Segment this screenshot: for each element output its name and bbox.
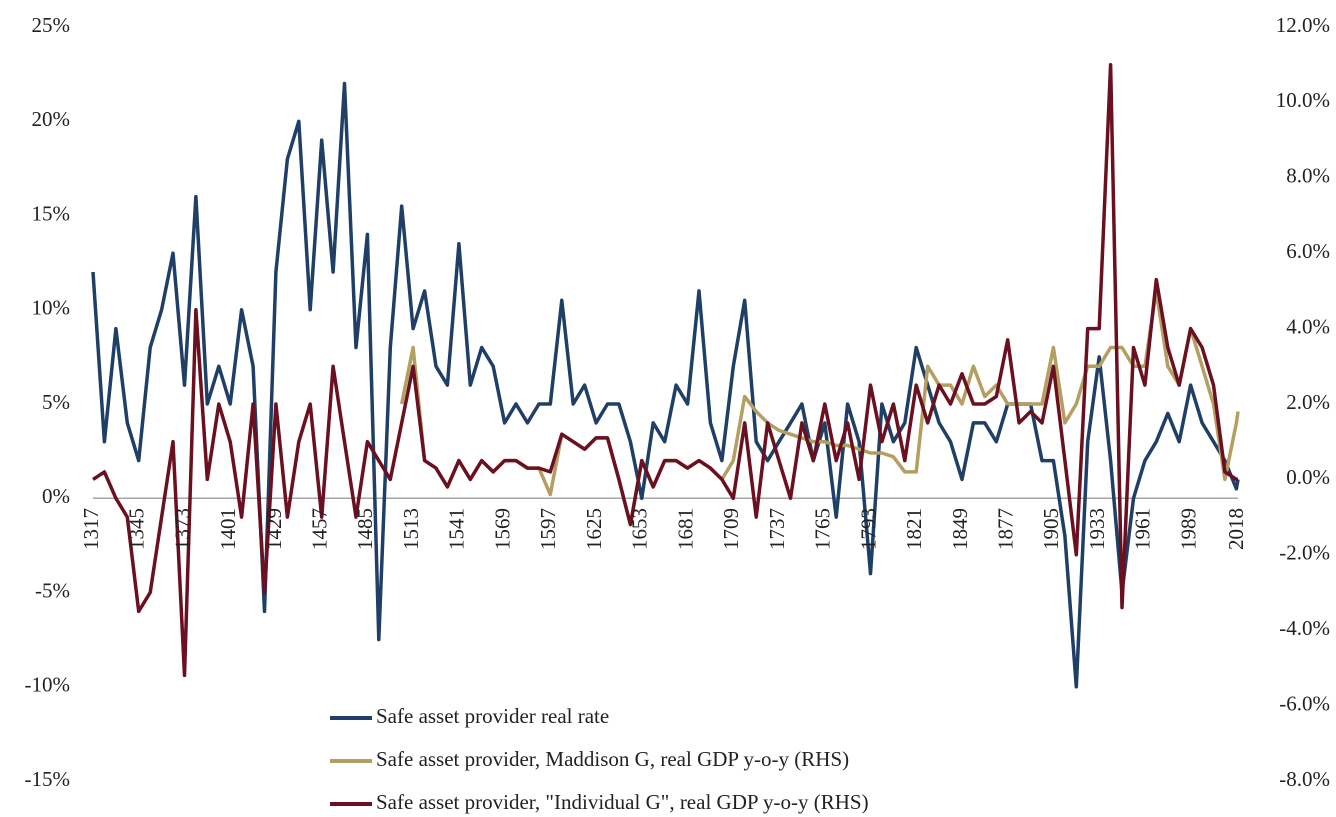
y2-tick-label: -2.0% <box>1279 541 1330 565</box>
x-tick-label: 1541 <box>445 508 469 550</box>
x-tick-label: 2018 <box>1224 508 1248 550</box>
x-tick-label: 1821 <box>902 508 926 550</box>
y2-tick-label: 2.0% <box>1286 390 1330 414</box>
x-tick-label: 1653 <box>628 508 652 550</box>
x-tick-label: 1933 <box>1085 508 1109 550</box>
y-tick-label: -5% <box>35 578 70 602</box>
x-tick-label: 1401 <box>216 508 240 550</box>
y-tick-label: 20% <box>32 107 71 131</box>
legend-label: Safe asset provider, Maddison G, real GD… <box>376 747 849 771</box>
y-tick-label: -10% <box>25 673 71 697</box>
y2-tick-label: 12.0% <box>1276 13 1330 37</box>
series-line <box>399 289 1240 527</box>
x-tick-label: 1345 <box>125 508 149 550</box>
y-tick-label: 0% <box>42 484 70 508</box>
y2-tick-label: 0.0% <box>1286 465 1330 489</box>
x-tick-label: 1317 <box>79 508 103 550</box>
x-tick-label: 1429 <box>262 508 286 550</box>
y2-tick-label: -8.0% <box>1279 767 1330 791</box>
y2-tick-label: 6.0% <box>1286 239 1330 263</box>
x-tick-label: 1457 <box>307 508 331 550</box>
y-tick-label: 5% <box>42 390 70 414</box>
x-tick-label: 1849 <box>948 508 972 550</box>
x-tick-label: 1961 <box>1131 508 1155 550</box>
x-tick-label: 1513 <box>399 508 423 550</box>
x-tick-label: 1485 <box>353 508 377 550</box>
x-tick-label: 1905 <box>1039 508 1063 550</box>
y-tick-label: 15% <box>32 201 71 225</box>
x-tick-label: 1569 <box>490 508 514 550</box>
y2-tick-label: -4.0% <box>1279 616 1330 640</box>
x-tick-label: 1373 <box>170 508 194 550</box>
x-tick-label: 1989 <box>1176 508 1200 550</box>
y2-tick-label: 8.0% <box>1286 164 1330 188</box>
x-tick-label: 1625 <box>582 508 606 550</box>
x-tick-label: 1709 <box>719 508 743 550</box>
x-tick-label: 1737 <box>765 508 789 550</box>
legend-label: Safe asset provider, "Individual G", rea… <box>376 790 869 814</box>
x-tick-label: 1793 <box>856 508 880 550</box>
legend-label: Safe asset provider real rate <box>376 704 609 728</box>
y-tick-label: 10% <box>32 296 71 320</box>
y2-tick-label: -6.0% <box>1279 691 1330 715</box>
series-line <box>91 81 1240 689</box>
y2-tick-label: 4.0% <box>1286 314 1330 338</box>
x-tick-label: 1597 <box>536 508 560 550</box>
x-tick-label: 1765 <box>811 508 835 550</box>
y-tick-label: 25% <box>32 13 71 37</box>
y2-tick-label: 10.0% <box>1276 88 1330 112</box>
x-tick-label: 1681 <box>673 508 697 550</box>
x-tick-label: 1877 <box>994 508 1018 550</box>
y-tick-label: -15% <box>25 767 71 791</box>
series-line <box>92 62 1239 678</box>
